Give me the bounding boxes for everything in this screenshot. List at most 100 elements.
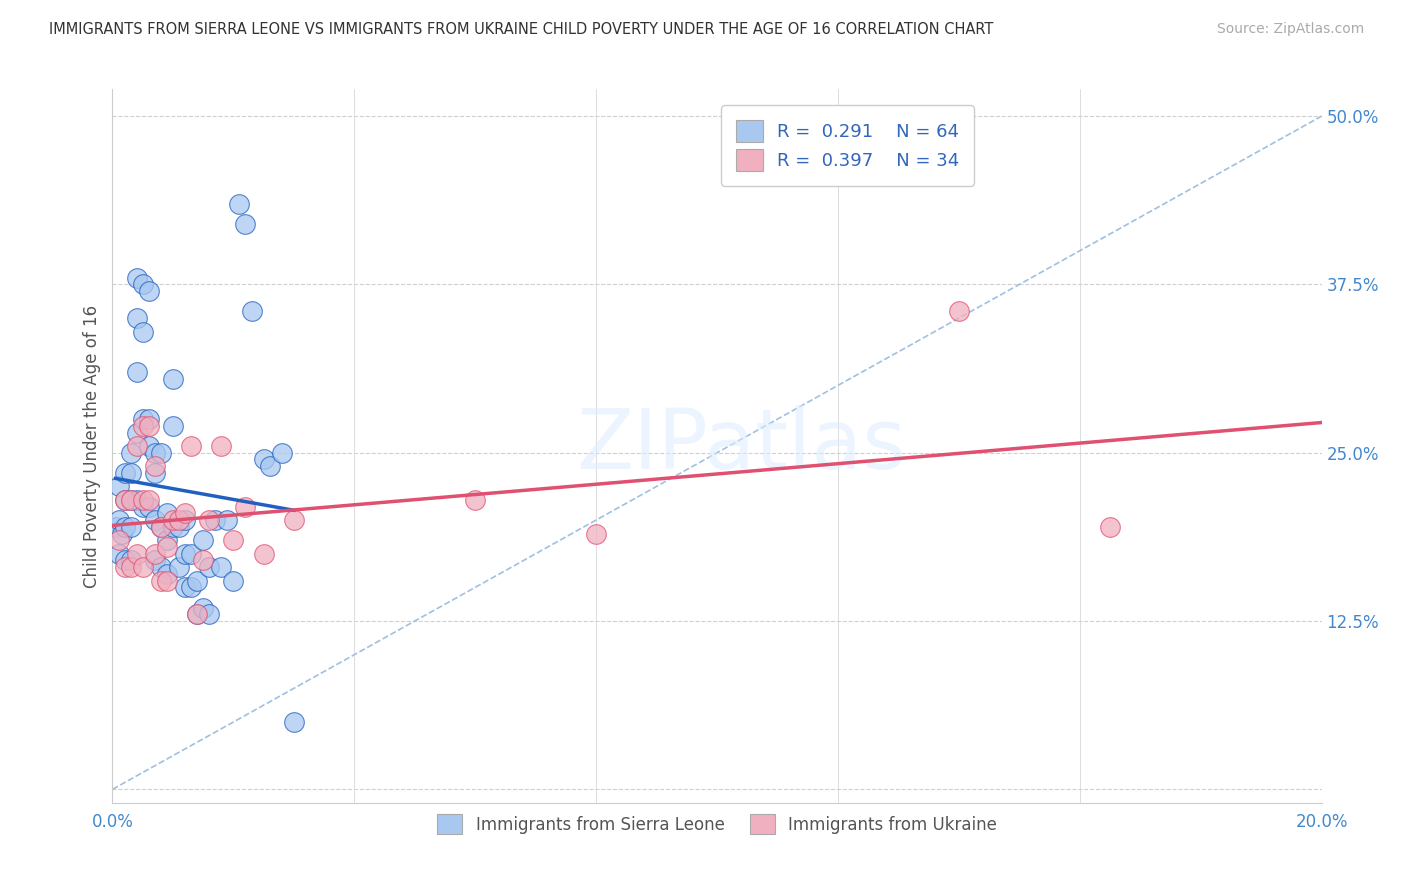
Point: [132, 500, 155, 514]
Point: [125, 270, 148, 285]
Point: [198, 513, 221, 527]
Point: [222, 533, 245, 548]
Point: [253, 452, 276, 467]
Point: [167, 520, 190, 534]
Point: [132, 560, 155, 574]
Point: [120, 466, 142, 480]
Point: [464, 492, 486, 507]
Point: [143, 513, 166, 527]
Point: [186, 607, 208, 622]
Point: [143, 459, 166, 474]
Point: [259, 459, 281, 474]
Point: [138, 418, 160, 433]
Point: [138, 500, 160, 514]
Point: [174, 580, 197, 594]
Point: [114, 466, 136, 480]
Point: [209, 439, 232, 453]
Point: [180, 547, 202, 561]
Point: [114, 560, 136, 574]
Text: ZIPatlas: ZIPatlas: [576, 406, 907, 486]
Point: [156, 566, 179, 581]
Point: [114, 520, 136, 534]
Point: [125, 439, 148, 453]
Point: [120, 446, 142, 460]
Point: [186, 607, 208, 622]
Point: [149, 574, 172, 588]
Point: [948, 304, 970, 318]
Point: [167, 513, 190, 527]
Y-axis label: Child Poverty Under the Age of 16: Child Poverty Under the Age of 16: [83, 304, 101, 588]
Point: [114, 553, 136, 567]
Point: [186, 574, 208, 588]
Point: [585, 526, 607, 541]
Point: [114, 492, 136, 507]
Point: [125, 547, 148, 561]
Point: [191, 600, 214, 615]
Point: [180, 580, 202, 594]
Point: [149, 446, 172, 460]
Point: [180, 439, 202, 453]
Point: [143, 466, 166, 480]
Point: [162, 372, 184, 386]
Point: [209, 560, 232, 574]
Point: [228, 196, 250, 211]
Point: [120, 520, 142, 534]
Point: [235, 217, 257, 231]
Point: [198, 607, 221, 622]
Point: [162, 418, 184, 433]
Point: [120, 553, 142, 567]
Point: [283, 513, 305, 527]
Point: [156, 533, 179, 548]
Point: [132, 412, 155, 426]
Point: [283, 714, 305, 729]
Point: [191, 533, 214, 548]
Text: Source: ZipAtlas.com: Source: ZipAtlas.com: [1216, 22, 1364, 37]
Point: [198, 560, 221, 574]
Point: [174, 506, 197, 520]
Point: [149, 520, 172, 534]
Point: [107, 533, 129, 548]
Point: [270, 446, 292, 460]
Point: [217, 513, 239, 527]
Point: [149, 520, 172, 534]
Point: [174, 547, 197, 561]
Point: [138, 492, 160, 507]
Point: [156, 540, 179, 554]
Point: [143, 547, 166, 561]
Point: [149, 560, 172, 574]
Point: [138, 439, 160, 453]
Point: [143, 446, 166, 460]
Point: [174, 513, 197, 527]
Point: [167, 560, 190, 574]
Point: [162, 513, 184, 527]
Point: [132, 325, 155, 339]
Point: [132, 277, 155, 292]
Point: [125, 365, 148, 379]
Point: [107, 547, 129, 561]
Point: [107, 479, 129, 493]
Point: [143, 553, 166, 567]
Point: [235, 500, 257, 514]
Point: [110, 526, 132, 541]
Point: [191, 553, 214, 567]
Point: [162, 520, 184, 534]
Point: [156, 574, 179, 588]
Point: [253, 547, 276, 561]
Legend: Immigrants from Sierra Leone, Immigrants from Ukraine: Immigrants from Sierra Leone, Immigrants…: [430, 807, 1004, 841]
Point: [132, 418, 155, 433]
Point: [107, 513, 129, 527]
Point: [138, 284, 160, 298]
Point: [104, 520, 127, 534]
Point: [132, 492, 155, 507]
Point: [125, 311, 148, 326]
Point: [156, 506, 179, 520]
Point: [138, 412, 160, 426]
Point: [1098, 520, 1121, 534]
Point: [204, 513, 226, 527]
Point: [125, 492, 148, 507]
Point: [125, 425, 148, 440]
Point: [120, 492, 142, 507]
Point: [114, 492, 136, 507]
Text: IMMIGRANTS FROM SIERRA LEONE VS IMMIGRANTS FROM UKRAINE CHILD POVERTY UNDER THE : IMMIGRANTS FROM SIERRA LEONE VS IMMIGRAN…: [49, 22, 994, 37]
Point: [240, 304, 263, 318]
